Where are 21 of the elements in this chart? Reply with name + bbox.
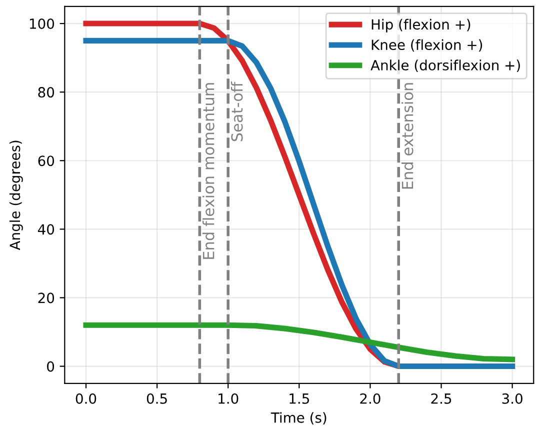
y-tick-label: 40 <box>38 224 54 235</box>
x-tick-label: 2.5 <box>431 393 452 404</box>
y-tick-label: 20 <box>38 292 54 304</box>
x-axis-title: Time (s) <box>270 412 326 425</box>
ref-line-label: Seat-off <box>230 82 243 142</box>
x-tick-label: 1.5 <box>290 394 309 404</box>
x-tick-label: 0.5 <box>146 393 167 404</box>
legend-label: Hip (flexion +) <box>372 18 470 32</box>
x-tick-label: 0.0 <box>76 393 96 404</box>
legend-label: Ankle (dorsiflexion +) <box>370 60 520 72</box>
y-axis-title: Angle (degrees) <box>9 140 23 250</box>
x-tick-label: 2.0 <box>360 393 380 404</box>
ref-line-label: End extension <box>401 83 414 189</box>
y-tick-label: 80 <box>38 87 54 98</box>
y-tick-label: 100 <box>30 18 54 29</box>
y-tick-label: 60 <box>38 156 54 166</box>
x-tick-label: 3.0 <box>502 393 522 404</box>
ref-line-label: End flexion momentum <box>202 83 214 259</box>
y-tick-label: 0 <box>47 361 54 372</box>
legend-label: Knee (flexion +) <box>372 39 482 52</box>
x-tick-label: 1.0 <box>218 393 238 404</box>
